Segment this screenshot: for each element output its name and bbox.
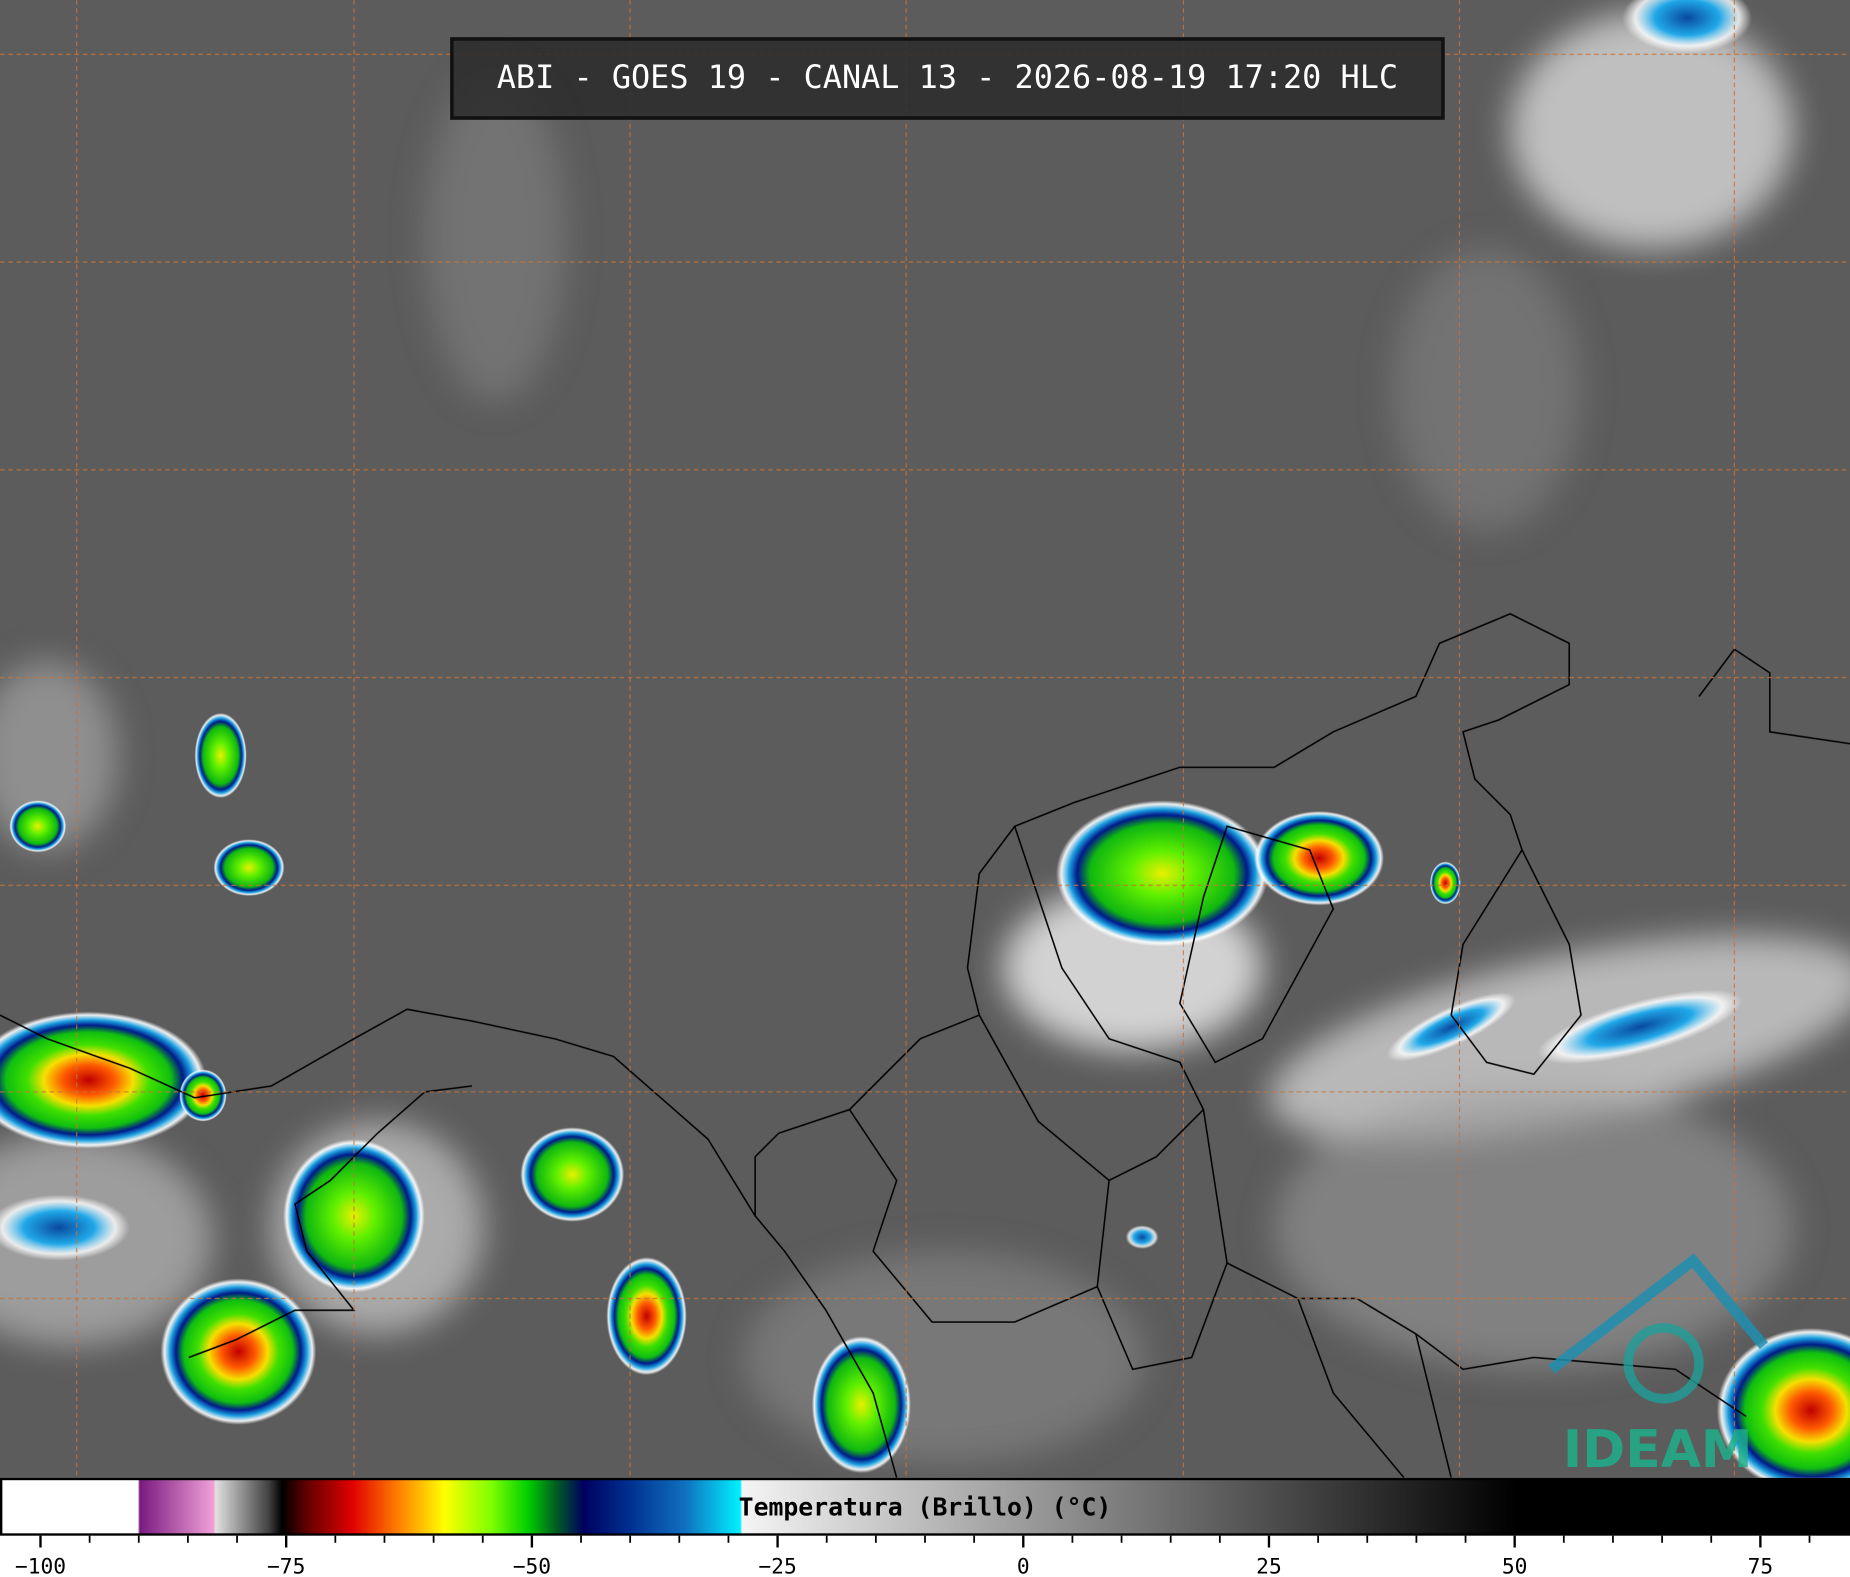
tick-label: 75	[1748, 1555, 1774, 1577]
logo-text: IDEAM	[1563, 1420, 1753, 1480]
tick-label: −75	[267, 1555, 305, 1577]
tick-label: −100	[15, 1555, 66, 1577]
title-box	[450, 37, 1445, 120]
tick-label: 25	[1256, 1555, 1282, 1577]
tick-label: −25	[758, 1555, 796, 1577]
tick-label: 0	[1017, 1555, 1030, 1577]
tick-label: 50	[1502, 1555, 1528, 1577]
title: ABI - GOES 19 - CANAL 13 - 2026-08-19 17…	[497, 58, 1398, 96]
colorbar	[0, 1477, 1850, 1536]
convective-cells	[0, 0, 1850, 1494]
tick-label: −50	[513, 1555, 551, 1577]
colorbar-ticks: −100 −75 −50 −25 0 25 50 75	[15, 1535, 1811, 1577]
colorbar-label: Temperatura (Brillo) (°C)	[739, 1493, 1112, 1522]
logo: IDEAM	[1548, 1253, 1768, 1480]
graticule	[0, 0, 1850, 1478]
